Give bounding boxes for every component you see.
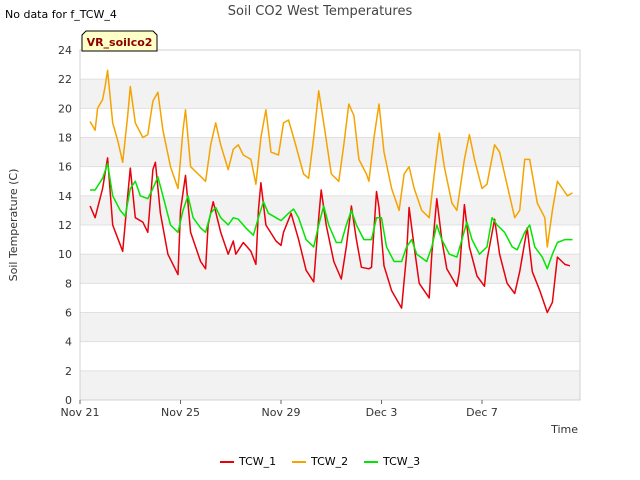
series-lines [89, 69, 573, 314]
y-axis-title: Soil Temperature (C) [7, 169, 20, 282]
legend-label-tcw-3: TCW_3 [382, 455, 420, 468]
x-tick-label: Dec 3 [366, 406, 398, 419]
y-tick-label: 2 [65, 365, 72, 378]
legend-label-tcw-1: TCW_1 [238, 455, 276, 468]
x-axis-ticks: Nov 21 Nov 25 Nov 29 Dec 3 Dec 7 [61, 400, 498, 419]
y-tick-label: 4 [65, 336, 72, 349]
x-tick-label: Nov 25 [161, 406, 200, 419]
grid-bands [80, 49, 580, 401]
grid-band [80, 195, 580, 225]
plot-frame [79, 49, 581, 401]
grid-band [80, 254, 580, 284]
grid-band [80, 79, 580, 109]
badge-shape [81, 30, 158, 52]
y-tick-label: 6 [65, 307, 72, 320]
y-tick-label: 20 [58, 102, 72, 115]
y-tick-label: 0 [65, 394, 72, 407]
y-tick-label: 16 [58, 161, 72, 174]
grid-band [80, 50, 580, 80]
y-tick-label: 14 [58, 190, 72, 203]
y-tick-label: 10 [58, 248, 72, 261]
chart-title: Soil CO2 West Temperatures [227, 4, 413, 19]
series-line-tcw-3 [90, 163, 573, 270]
x-axis-title: Time [550, 423, 578, 436]
x-tick-label: Dec 7 [466, 406, 498, 419]
y-tick-label: 12 [58, 219, 72, 232]
grid-band [80, 312, 580, 342]
series-line-tcw-2 [89, 69, 573, 248]
y-tick-label: 18 [58, 132, 72, 145]
series-line-tcw-1 [89, 157, 571, 314]
grid-band [80, 370, 580, 400]
grid-band [80, 283, 580, 313]
legend-label-tcw-2: TCW_2 [310, 455, 348, 468]
y-tick-label: 22 [58, 73, 72, 86]
y-tick-label: 8 [65, 277, 72, 290]
x-tick-label: Nov 21 [61, 406, 100, 419]
no-data-note: No data for f_TCW_4 [5, 8, 117, 21]
legend: TCW_1 TCW_2 TCW_3 [220, 455, 420, 468]
site-badge: VR_soilco2 [81, 30, 158, 52]
grid-band [80, 108, 580, 138]
x-tick-label: Nov 29 [262, 406, 301, 419]
badge-label: VR_soilco2 [87, 36, 153, 49]
grid-band [80, 341, 580, 371]
grid-band [80, 166, 580, 196]
y-tick-label: 24 [58, 44, 72, 57]
